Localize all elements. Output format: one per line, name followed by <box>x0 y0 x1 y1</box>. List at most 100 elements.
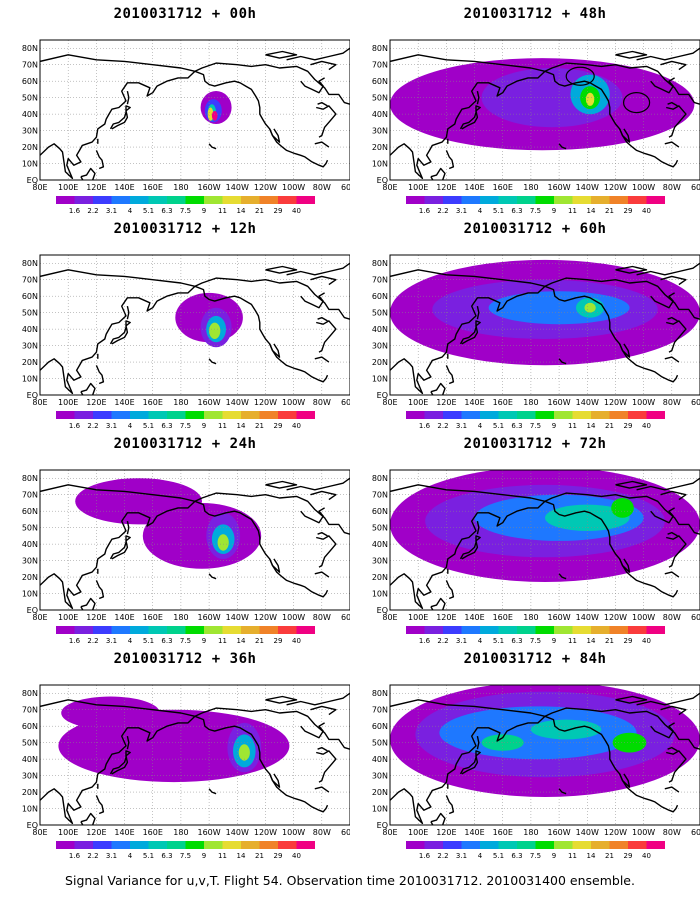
latitude-label: 80N <box>22 259 38 268</box>
colorbar-swatch <box>74 411 93 419</box>
coastline <box>660 275 687 286</box>
colorbar-swatch <box>498 841 517 849</box>
colorbar-swatch <box>609 841 628 849</box>
colorbar-label: 40 <box>292 207 301 215</box>
colorbar-label: 29 <box>624 637 633 645</box>
longitude-label: 100E <box>408 398 428 407</box>
longitude-label: 140E <box>464 828 484 837</box>
variance-contour <box>238 744 250 761</box>
longitude-label: 100E <box>408 828 428 837</box>
coastline <box>544 285 679 383</box>
coastline <box>314 786 330 793</box>
coastline <box>317 101 328 107</box>
longitude-label: 160W <box>547 398 570 407</box>
colorbar-swatch <box>424 841 443 849</box>
panel-title: 2010031712 + 24h <box>113 436 257 452</box>
colorbar-swatch <box>628 196 647 204</box>
coastline <box>558 143 567 150</box>
longitude-label: 60W <box>341 183 350 192</box>
coastline <box>194 715 329 813</box>
latitude-label: 60N <box>22 722 38 731</box>
colorbar-label: 9 <box>202 637 206 645</box>
longitude-label: 180 <box>523 828 538 837</box>
coastline <box>664 786 680 793</box>
coastline <box>459 320 481 345</box>
map-panel: 2010031712 + 60h 80N 70N 60N 50N 40N 30N 20N 10N… <box>370 215 700 435</box>
colorbar-swatch <box>296 196 315 204</box>
colorbar-label: 9 <box>202 207 206 215</box>
colorbar-label: 7.5 <box>180 852 191 860</box>
colorbar-swatch <box>443 626 462 634</box>
latitude-label: 80N <box>22 689 38 698</box>
variance-field <box>40 685 350 825</box>
latitude-label: 50N <box>22 309 38 318</box>
coastline <box>636 692 700 706</box>
colorbar-swatch <box>222 411 241 419</box>
coastline <box>300 722 325 739</box>
colorbar-swatch <box>111 196 130 204</box>
colorbar-swatch <box>93 626 112 634</box>
colorbar-label: 3.1 <box>456 637 467 645</box>
colorbar-label: 6.3 <box>511 852 522 860</box>
colorbar-swatch <box>498 411 517 419</box>
variance-field <box>390 40 700 180</box>
colorbar-label: 4 <box>478 422 483 430</box>
coastline <box>619 128 631 143</box>
longitude-label: 60W <box>691 183 700 192</box>
longitude-label: 120E <box>436 183 456 192</box>
colorbar-label: 29 <box>624 422 633 430</box>
latitude-label: 50N <box>22 524 38 533</box>
colorbar-label: 21 <box>605 422 614 430</box>
longitude-label: 120E <box>436 828 456 837</box>
coastline <box>664 571 680 578</box>
colorbar-label: 7.5 <box>530 422 541 430</box>
colorbar-label: 14 <box>587 637 596 645</box>
latitude-label: 20N <box>372 573 388 582</box>
coastline <box>430 382 446 395</box>
longitude-label: 80E <box>32 613 47 622</box>
latitude-label: 70N <box>22 276 38 285</box>
longitude-label: 180 <box>173 828 188 837</box>
colorbar-label: 11 <box>218 852 227 860</box>
latitude-label: 80N <box>372 259 388 268</box>
longitude-label: 140W <box>576 828 599 837</box>
latitude-label: 60N <box>372 292 388 301</box>
variance-contour <box>207 107 214 121</box>
colorbar-swatch <box>646 841 665 849</box>
longitude-label: 100W <box>632 183 655 192</box>
longitude-label: 140W <box>226 828 249 837</box>
longitude-label: 160E <box>143 398 163 407</box>
colorbar-swatch <box>517 626 536 634</box>
highlight-circle <box>622 91 651 114</box>
latitude-label: 80N <box>22 474 38 483</box>
colorbar-swatch <box>461 626 480 634</box>
colorbar-label: 40 <box>642 637 651 645</box>
colorbar-label: 2.2 <box>437 852 448 860</box>
coastline <box>558 573 567 580</box>
coastline <box>619 773 631 788</box>
coastline <box>619 558 631 573</box>
coastline <box>300 507 325 524</box>
coastline <box>194 62 350 105</box>
coastline <box>208 143 217 150</box>
colorbar-label: 1.6 <box>419 207 431 215</box>
longitude-label: 120W <box>604 183 627 192</box>
coastline <box>286 47 350 61</box>
colorbar-label: 3.1 <box>456 422 467 430</box>
coastline <box>615 50 648 59</box>
colorbar-swatch <box>628 411 647 419</box>
map-panel: 2010031712 + 24h 80N 70N 60N 50N 40N 30N 20N 10N… <box>20 430 350 650</box>
colorbar-label: 21 <box>605 637 614 645</box>
colorbar-label: 1.6 <box>69 422 81 430</box>
colorbar-label: 5.1 <box>493 422 504 430</box>
coastline <box>445 580 455 600</box>
colorbar-label: 2.2 <box>87 207 98 215</box>
colorbar-label: 6.3 <box>511 207 522 215</box>
longitude-label: 100W <box>282 613 305 622</box>
colorbar-label: 5.1 <box>143 422 154 430</box>
colorbar-swatch <box>554 196 573 204</box>
variance-contour <box>545 504 630 531</box>
longitude-label: 80W <box>313 183 331 192</box>
colorbar-label: 4 <box>128 422 133 430</box>
colorbar-label: 6.3 <box>161 637 172 645</box>
